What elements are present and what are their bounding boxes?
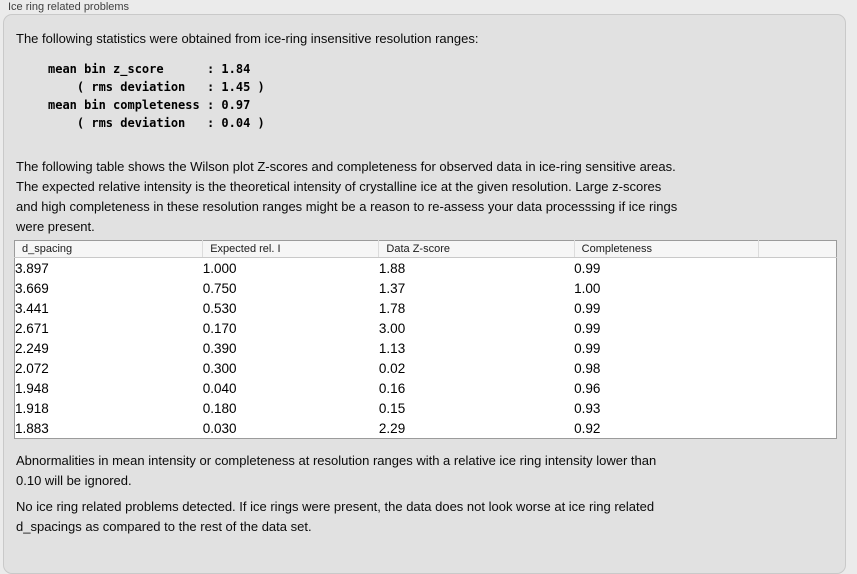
column-header-d-spacing[interactable]: d_spacing (14, 240, 204, 258)
cell-completeness: 0.99 (574, 320, 601, 336)
cell-expected-rel-i: 0.180 (202, 400, 237, 416)
column-header-expected-rel-i[interactable]: Expected rel. I (202, 240, 380, 258)
cell-expected-rel-i: 0.040 (202, 380, 237, 396)
cell-empty (758, 278, 836, 298)
cell-d-spacing: 1.883 (15, 420, 49, 436)
cell-expected-rel-i: 0.390 (202, 340, 237, 356)
intro-text: The following statistics were obtained f… (16, 31, 479, 46)
cell-data-z-score: 0.16 (378, 380, 406, 396)
table-row[interactable]: 3.669 0.750 1.37 1.00 (15, 278, 837, 298)
cell-expected-rel-i: 1.000 (202, 260, 237, 276)
cell-completeness: 0.96 (574, 380, 601, 396)
cell-empty (758, 418, 836, 439)
footnote-text: Abnormalities in mean intensity or compl… (16, 453, 657, 488)
cell-data-z-score: 1.37 (378, 280, 406, 296)
cell-data-z-score: 2.29 (378, 420, 406, 436)
table-header-row: d_spacing Expected rel. I Data Z-score C… (14, 240, 837, 258)
table-row[interactable]: 2.671 0.170 3.00 0.99 (15, 318, 837, 338)
ice-ring-table: d_spacing Expected rel. I Data Z-score C… (14, 240, 837, 439)
cell-completeness: 1.00 (574, 280, 601, 296)
cell-empty (758, 378, 836, 398)
cell-d-spacing: 2.671 (15, 320, 49, 336)
cell-expected-rel-i: 0.030 (202, 420, 237, 436)
column-header-completeness[interactable]: Completeness (574, 240, 759, 258)
table-row[interactable]: 1.948 0.040 0.16 0.96 (15, 378, 837, 398)
table-row[interactable]: 3.897 1.000 1.88 0.99 (15, 258, 837, 279)
table-description: The following table shows the Wilson plo… (16, 159, 678, 234)
cell-empty (758, 398, 836, 418)
cell-empty (758, 358, 836, 378)
ice-ring-group-box: The following statistics were obtained f… (3, 14, 846, 574)
table-row[interactable]: 1.918 0.180 0.15 0.93 (15, 398, 837, 418)
cell-expected-rel-i: 0.530 (202, 300, 237, 316)
cell-empty (758, 298, 836, 318)
cell-d-spacing: 3.897 (15, 260, 49, 276)
table-row[interactable]: 2.249 0.390 1.13 0.99 (15, 338, 837, 358)
cell-d-spacing: 2.249 (15, 340, 49, 356)
table-row[interactable]: 2.072 0.300 0.02 0.98 (15, 358, 837, 378)
table-row[interactable]: 1.883 0.030 2.29 0.92 (15, 418, 837, 439)
cell-completeness: 0.92 (574, 420, 601, 436)
cell-data-z-score: 1.13 (378, 340, 406, 356)
cell-expected-rel-i: 0.170 (202, 320, 237, 336)
cell-expected-rel-i: 0.750 (202, 280, 237, 296)
group-box-label: Ice ring related problems (8, 1, 130, 13)
cell-completeness: 0.99 (574, 300, 601, 316)
cell-completeness: 0.98 (574, 360, 601, 376)
column-header-empty (758, 240, 837, 258)
cell-data-z-score: 1.88 (378, 260, 406, 276)
cell-data-z-score: 0.15 (378, 400, 406, 416)
cell-d-spacing: 3.669 (15, 280, 49, 296)
cell-empty (758, 318, 836, 338)
cell-d-spacing: 2.072 (15, 360, 49, 376)
cell-d-spacing: 1.918 (15, 400, 49, 416)
cell-d-spacing: 1.948 (15, 380, 49, 396)
cell-empty (758, 338, 836, 358)
cell-expected-rel-i: 0.300 (202, 360, 237, 376)
cell-completeness: 0.93 (574, 400, 601, 416)
cell-data-z-score: 0.02 (378, 360, 406, 376)
cell-completeness: 0.99 (574, 260, 601, 276)
cell-empty (758, 258, 836, 279)
stats-block: mean bin z_score : 1.84 ( rms deviation … (48, 62, 265, 130)
table-row[interactable]: 3.441 0.530 1.78 0.99 (15, 298, 837, 318)
cell-d-spacing: 3.441 (15, 300, 49, 316)
column-header-data-z-score[interactable]: Data Z-score (378, 240, 575, 258)
cell-data-z-score: 1.78 (378, 300, 406, 316)
conclusion-text: No ice ring related problems detected. I… (16, 499, 655, 534)
cell-completeness: 0.99 (574, 340, 601, 356)
cell-data-z-score: 3.00 (378, 320, 406, 336)
